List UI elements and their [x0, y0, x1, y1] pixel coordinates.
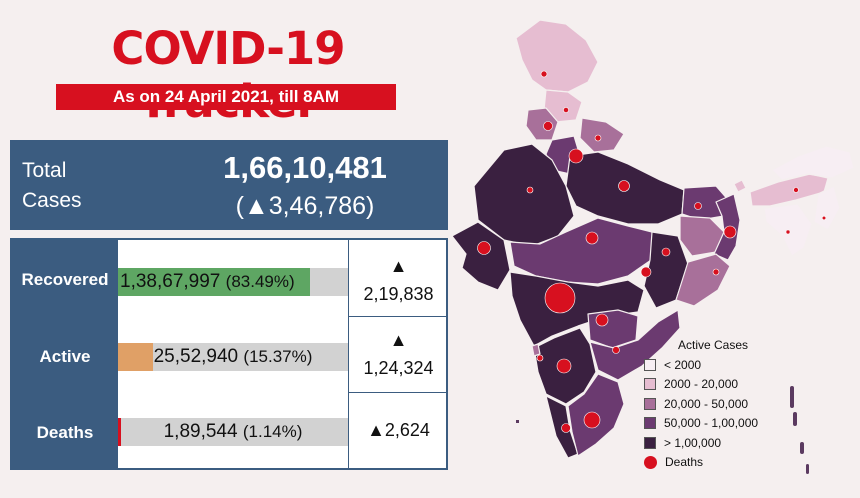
recovered-percent: (83.49%) [225, 272, 295, 291]
legend-item: > 1,00,000 [644, 433, 758, 453]
legend-label: < 2000 [664, 357, 702, 372]
deaths-bar-text: 1,89,544 (1.14%) [118, 418, 348, 446]
legend-item-deaths: Deaths [644, 453, 758, 473]
page-title: COVID-19 Tracker [111, 22, 345, 128]
legend-label: 20,000 - 50,000 [664, 396, 749, 411]
india-map-svg [451, 19, 855, 474]
state-andhra [589, 309, 681, 381]
state-gujarat [451, 221, 511, 291]
recovered-bar-fill [118, 268, 311, 296]
legend-item: 50,000 - 1,00,000 [644, 414, 758, 434]
deaths-bar-fill [118, 418, 121, 446]
stats-table: Recovered 1,38,67,997 (83.49%) ▲ 2,19,83… [10, 238, 448, 470]
deaths-delta-cell: ▲2,624 [349, 420, 448, 441]
legend-item: 2000 - 20,000 [644, 375, 758, 395]
state-odisha [675, 253, 731, 307]
recovered-delta-arrow: ▲ [389, 256, 408, 276]
date-banner: As on 24 April 2021, till 8AM [56, 84, 396, 110]
legend-deaths-label: Deaths [665, 455, 704, 470]
recovered-value: 1,38,67,997 [120, 271, 221, 292]
andaman-islands [516, 386, 809, 474]
legend-item: < 2000 [644, 355, 758, 375]
map-legend: Active Cases < 2000 2000 - 20,000 20,000… [644, 338, 758, 472]
row-divider-1 [348, 316, 448, 317]
row-divider-2 [348, 392, 448, 393]
total-cases-value: 1,66,10,481 [223, 150, 387, 185]
state-nagaland-manipur [813, 185, 841, 231]
state-chhattisgarh [643, 231, 689, 309]
total-cases-label: Total Cases [22, 156, 82, 216]
legend-label: 50,000 - 1,00,000 [664, 416, 759, 431]
legend-swatch [644, 378, 656, 391]
india-map [448, 10, 860, 490]
recovered-delta: 2,19,838 [363, 284, 434, 304]
active-label: Active [39, 347, 91, 366]
state-uttarakhand [579, 117, 625, 153]
deaths-delta: 2,624 [384, 420, 430, 440]
legend-label: 2000 - 20,000 [664, 377, 739, 392]
legend-swatch [644, 358, 656, 371]
legend-title: Active Cases [678, 338, 749, 352]
deaths-percent: (1.14%) [242, 422, 303, 441]
deaths-bar: 1,89,544 (1.14%) [118, 418, 348, 446]
recovered-bar-text: 1,38,67,997 (83.49%) [118, 268, 348, 296]
deaths-value: 1,89,544 [163, 421, 238, 442]
death-markers [477, 70, 827, 433]
recovered-label: Recovered [21, 270, 109, 289]
active-bar-text: 25,52,940 (15.37%) [118, 343, 348, 371]
active-percent: (15.37%) [243, 347, 313, 366]
total-cases-panel: Total Cases 1,66,10,481 (▲3,46,786) [10, 140, 448, 230]
state-sikkim [733, 179, 747, 193]
state-goa [531, 343, 541, 357]
deaths-label: Deaths [36, 423, 94, 442]
state-jammu-kashmir [515, 19, 599, 93]
legend-label: > 1,00,000 [664, 435, 722, 450]
legend-swatch [644, 397, 656, 410]
deaths-dot-icon [644, 455, 657, 469]
active-delta: 1,24,324 [363, 358, 434, 378]
active-bar: 25,52,940 (15.37%) [118, 343, 348, 371]
active-value: 25,52,940 [153, 346, 239, 367]
legend-swatch [644, 436, 656, 449]
row-labels-column [12, 240, 118, 468]
legend-swatch [644, 417, 656, 430]
legend-item: 20,000 - 50,000 [644, 394, 758, 414]
state-arunachal [771, 145, 855, 181]
active-delta-arrow: ▲ [389, 330, 408, 350]
deaths-delta-arrow: ▲ [367, 420, 385, 440]
total-label-line1: Total [22, 159, 67, 182]
recovered-bar: 1,38,67,997 (83.49%) [118, 268, 348, 296]
column-divider [348, 240, 349, 468]
active-bar-fill [118, 343, 154, 371]
total-cases-delta: (▲3,46,786) [235, 192, 375, 220]
total-label-line2: Cases [22, 189, 82, 212]
